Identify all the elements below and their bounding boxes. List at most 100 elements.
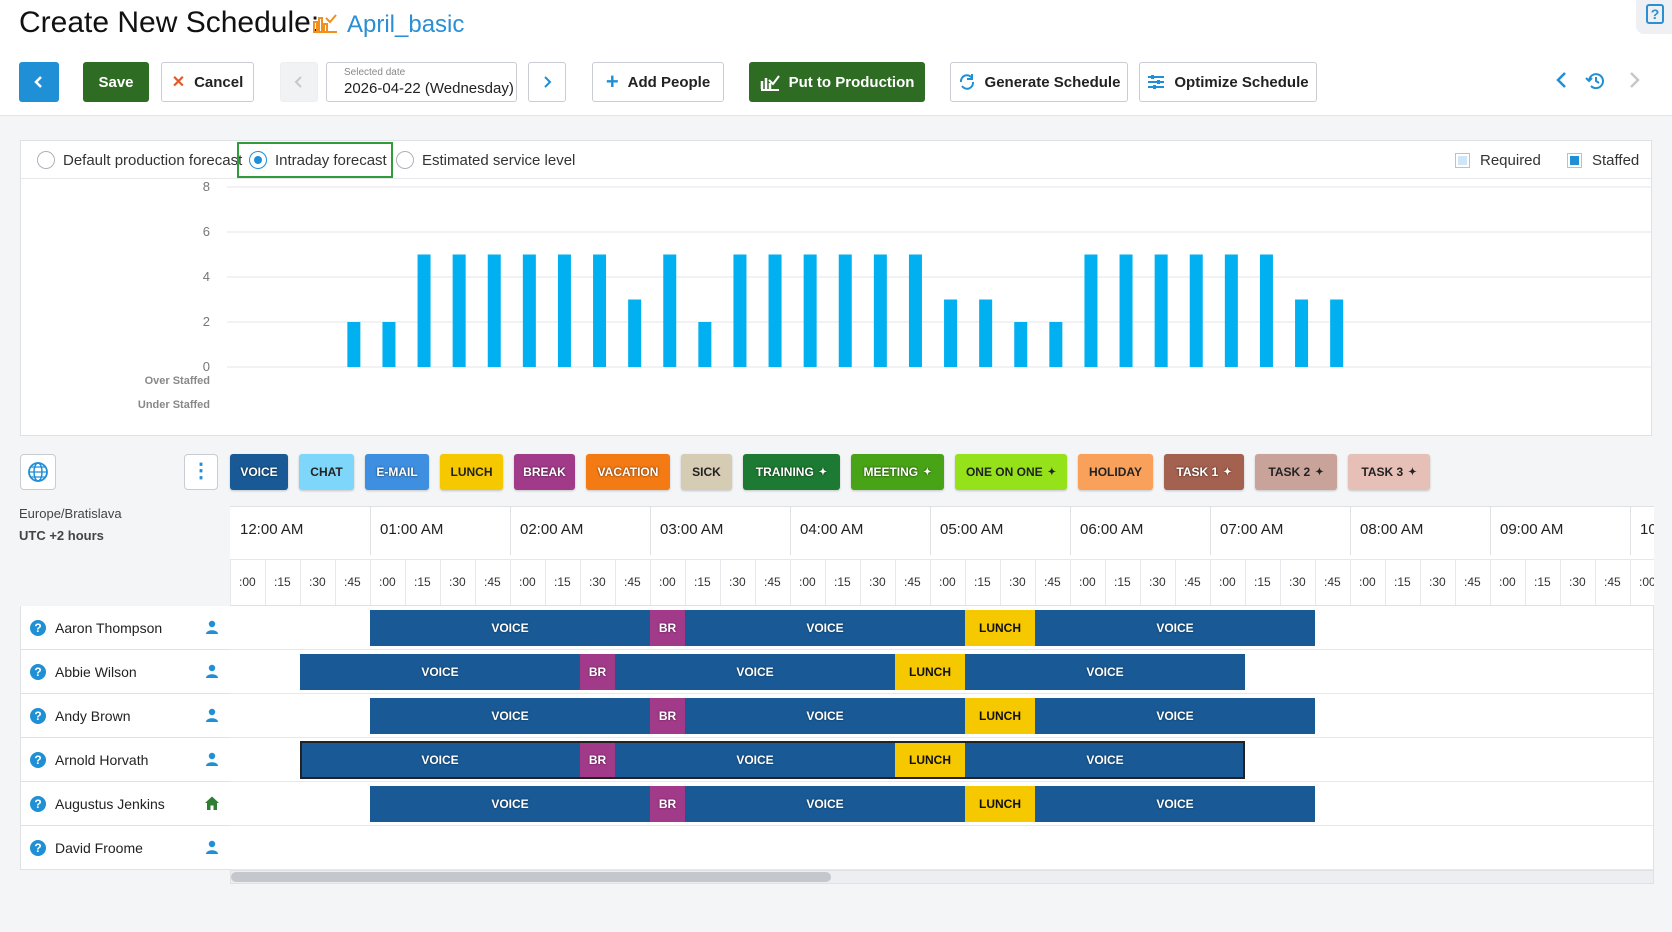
staffed-bar[interactable]: [1049, 322, 1063, 367]
person-row[interactable]: ? David Froome: [21, 826, 230, 870]
radio-estimated-service-level[interactable]: Estimated service level: [396, 141, 575, 179]
activity-chip-vacation[interactable]: VACATION: [586, 454, 670, 490]
staffed-bar[interactable]: [908, 254, 922, 368]
scroll-thumb[interactable]: [231, 872, 831, 882]
help-circle-icon[interactable]: ?: [30, 796, 46, 812]
activity-chip-task-3[interactable]: TASK 3 ✦: [1348, 454, 1430, 490]
staffed-bar[interactable]: [663, 254, 677, 368]
activity-chip-training[interactable]: TRAINING ✦: [743, 454, 840, 490]
shift-block-br[interactable]: BR: [580, 654, 615, 690]
shift-block-br[interactable]: BR: [650, 786, 685, 822]
shift-block-voice[interactable]: VOICE: [615, 742, 895, 778]
staffed-bar[interactable]: [417, 254, 431, 368]
user-icon[interactable]: [204, 751, 220, 767]
radio-default-production-forecast[interactable]: Default production forecast: [37, 141, 242, 179]
help-circle-icon[interactable]: ?: [30, 840, 46, 856]
shift-block-voice[interactable]: VOICE: [965, 742, 1245, 778]
activity-chip-meeting[interactable]: MEETING ✦: [851, 454, 944, 490]
staffed-bar[interactable]: [803, 254, 817, 368]
shift-block-lunch[interactable]: LUNCH: [965, 786, 1035, 822]
staffed-bar[interactable]: [979, 299, 993, 368]
staffed-bar[interactable]: [698, 322, 712, 367]
shift-block-voice[interactable]: VOICE: [370, 786, 650, 822]
home-icon[interactable]: [204, 795, 220, 811]
generate-schedule-button[interactable]: Generate Schedule: [950, 62, 1128, 102]
previous-date-button[interactable]: [280, 62, 318, 102]
next-date-button[interactable]: [528, 62, 566, 102]
legend-required[interactable]: Required: [1455, 141, 1541, 179]
shift-block-voice[interactable]: VOICE: [1035, 610, 1315, 646]
user-icon[interactable]: [204, 663, 220, 679]
schedule-row[interactable]: [230, 826, 1653, 870]
shift-block-voice[interactable]: VOICE: [615, 654, 895, 690]
staffed-bar[interactable]: [1224, 254, 1238, 368]
person-row[interactable]: ? Abbie Wilson: [21, 650, 230, 694]
staffed-bar[interactable]: [452, 254, 466, 368]
person-row[interactable]: ? Andy Brown: [21, 694, 230, 738]
person-row[interactable]: ? Augustus Jenkins: [21, 782, 230, 826]
staffed-bar[interactable]: [873, 254, 887, 368]
shift-block-lunch[interactable]: LUNCH: [895, 654, 965, 690]
redo-button[interactable]: [1622, 70, 1646, 94]
activity-chip-holiday[interactable]: HOLIDAY: [1078, 454, 1153, 490]
radio-intraday-forecast[interactable]: Intraday forecast: [249, 141, 387, 179]
user-icon[interactable]: [204, 839, 220, 855]
legend-staffed[interactable]: Staffed: [1567, 141, 1639, 179]
activity-chip-e-mail[interactable]: E-MAIL: [365, 454, 429, 490]
shift-block-lunch[interactable]: LUNCH: [895, 742, 965, 778]
shift-block-voice[interactable]: VOICE: [685, 786, 965, 822]
schedule-row[interactable]: VOICE BR VOICE LUNCH VOICE: [230, 650, 1653, 694]
activity-chip-break[interactable]: BREAK: [514, 454, 575, 490]
activity-chip-chat[interactable]: CHAT: [299, 454, 354, 490]
optimize-schedule-button[interactable]: Optimize Schedule: [1139, 62, 1317, 102]
shift-block-voice[interactable]: VOICE: [1035, 786, 1315, 822]
help-circle-icon[interactable]: ?: [30, 664, 46, 680]
schedule-row[interactable]: VOICE BR VOICE LUNCH VOICE: [230, 606, 1653, 650]
activity-chip-one-on-one[interactable]: ONE ON ONE ✦: [955, 454, 1067, 490]
help-circle-icon[interactable]: ?: [30, 752, 46, 768]
staffed-bar[interactable]: [1189, 254, 1203, 368]
add-people-button[interactable]: + Add People: [592, 62, 724, 102]
shift-block-br[interactable]: BR: [580, 742, 615, 778]
user-icon[interactable]: [204, 619, 220, 635]
staffed-bar[interactable]: [1330, 299, 1344, 368]
staffed-bar[interactable]: [1295, 299, 1309, 368]
shift-block-voice[interactable]: VOICE: [370, 698, 650, 734]
staffed-bar[interactable]: [733, 254, 747, 368]
horizontal-scrollbar[interactable]: [230, 870, 1654, 884]
shift-block-voice[interactable]: VOICE: [965, 654, 1245, 690]
user-icon[interactable]: [204, 707, 220, 723]
shift-block-lunch[interactable]: LUNCH: [965, 698, 1035, 734]
staffed-bar[interactable]: [1154, 254, 1168, 368]
staffed-bar[interactable]: [628, 299, 642, 368]
staffed-bar[interactable]: [1084, 254, 1098, 368]
staffed-bar[interactable]: [347, 322, 361, 367]
staffed-bar[interactable]: [593, 254, 607, 368]
shift-block-voice[interactable]: VOICE: [1035, 698, 1315, 734]
activity-chip-task-1[interactable]: TASK 1 ✦: [1164, 454, 1244, 490]
activity-chip-task-2[interactable]: TASK 2 ✦: [1255, 454, 1337, 490]
staffed-bar[interactable]: [838, 254, 852, 368]
staffed-bar[interactable]: [557, 254, 571, 368]
help-circle-icon[interactable]: ?: [30, 620, 46, 636]
staffed-bar[interactable]: [1014, 322, 1028, 367]
shift-block-voice[interactable]: VOICE: [300, 742, 580, 778]
help-circle-icon[interactable]: ?: [30, 708, 46, 724]
back-button[interactable]: [19, 62, 59, 102]
more-options-button[interactable]: ⋮: [184, 454, 218, 490]
activity-chip-voice[interactable]: VOICE: [230, 454, 288, 490]
shift-block-voice[interactable]: VOICE: [300, 654, 580, 690]
shift-block-voice[interactable]: VOICE: [685, 610, 965, 646]
history-button[interactable]: [1584, 70, 1608, 94]
help-button[interactable]: ?: [1636, 0, 1672, 34]
shift-block-voice[interactable]: VOICE: [685, 698, 965, 734]
undo-button[interactable]: [1550, 70, 1574, 94]
staffed-bar[interactable]: [1259, 254, 1273, 368]
schedule-name[interactable]: April_basic: [347, 11, 465, 38]
save-button[interactable]: Save: [83, 62, 149, 102]
shift-block-br[interactable]: BR: [650, 610, 685, 646]
shift-block-voice[interactable]: VOICE: [370, 610, 650, 646]
staffed-bar[interactable]: [382, 322, 396, 367]
staffed-bar[interactable]: [487, 254, 501, 368]
schedule-row[interactable]: VOICE BR VOICE LUNCH VOICE: [230, 782, 1653, 826]
